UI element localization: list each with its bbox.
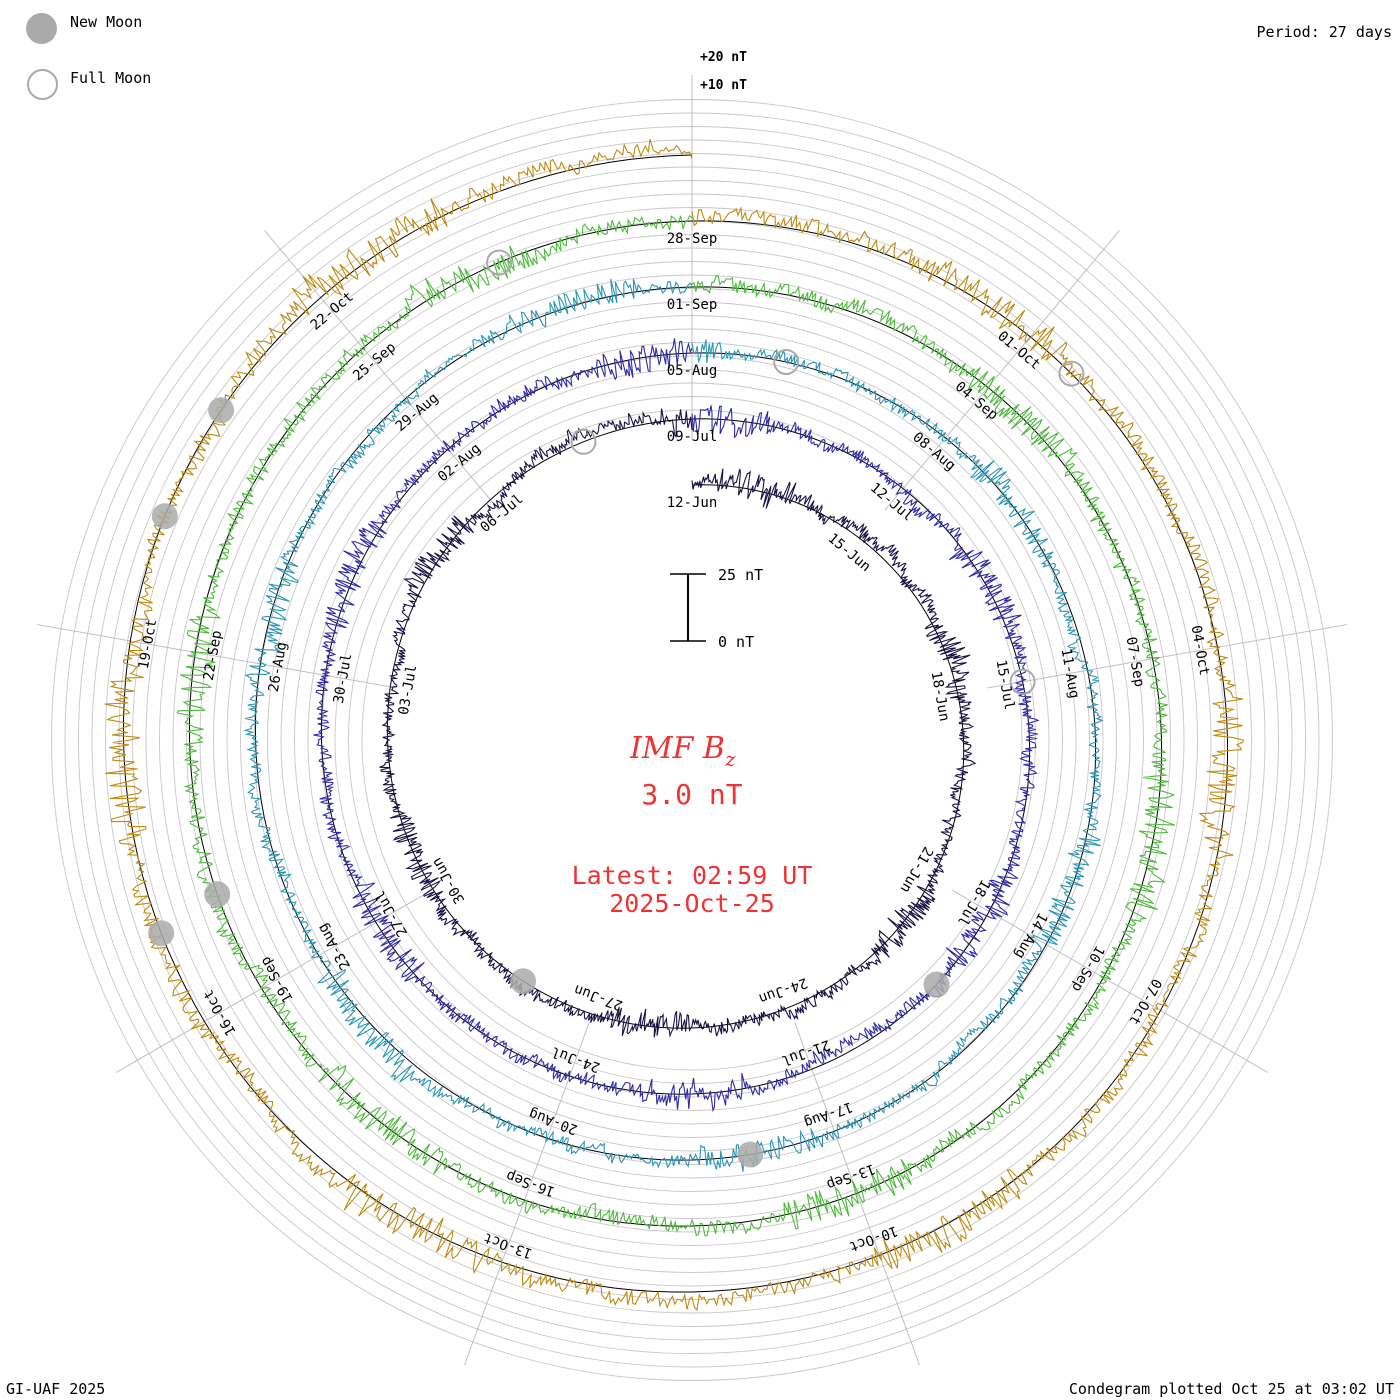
grid-spoke xyxy=(987,624,1347,689)
scale-bar: 25 nT 0 nT xyxy=(670,566,763,651)
plotted-timestamp: Condegram plotted Oct 25 at 03:02 UT xyxy=(1068,1380,1394,1398)
date-label: 08-Aug xyxy=(909,429,958,474)
date-label: 29-Aug xyxy=(393,390,442,435)
current-value: 3.0 nT xyxy=(641,778,742,811)
full-moon-marker xyxy=(570,428,597,455)
new-moon-marker xyxy=(737,1141,764,1168)
full-moon-legend-icon xyxy=(27,69,58,100)
polar-grid xyxy=(37,75,1347,1381)
date-label: 27-Jun xyxy=(572,981,625,1013)
latest-time: Latest: 02:59 UT xyxy=(572,861,813,890)
full-moon-legend-label: Full Moon xyxy=(70,69,152,87)
series-line-2 xyxy=(313,338,1040,1113)
new-moon-marker xyxy=(510,968,537,995)
date-label: 16-Sep xyxy=(504,1167,557,1199)
full-moon-marker xyxy=(1009,668,1036,695)
date-label: 11-Aug xyxy=(1058,647,1083,700)
date-label: 12-Jun xyxy=(667,495,718,511)
scale-bar-top-label: 25 nT xyxy=(718,566,763,584)
date-label: 18-Jun xyxy=(928,670,953,723)
new-moon-legend-icon xyxy=(26,13,57,44)
date-label: 22-Oct xyxy=(308,289,357,334)
series-line-5 xyxy=(104,139,1244,1311)
date-label: 21-Jun xyxy=(897,844,936,896)
new-moon-marker xyxy=(148,920,175,947)
full-moon-marker xyxy=(486,249,513,276)
center-title: IMF Bz xyxy=(629,731,736,771)
date-label: 04-Oct xyxy=(1188,624,1213,677)
date-label: 09-Jul xyxy=(667,429,718,445)
new-moon-marker xyxy=(151,503,178,530)
date-label: 26-Aug xyxy=(266,641,291,694)
grid-spoke xyxy=(884,230,1120,511)
series-line-1 xyxy=(379,408,977,1038)
date-label: 16-Oct xyxy=(200,987,239,1039)
credit-label: GI-UAF 2025 xyxy=(6,1380,106,1398)
new-moon-marker xyxy=(208,397,235,424)
grid-spoke xyxy=(951,889,1269,1073)
series-layer xyxy=(104,139,1244,1311)
grid-spoke xyxy=(115,889,433,1073)
outer-scale-label-10: +10 nT xyxy=(700,78,747,93)
date-label: 01-Sep xyxy=(667,297,718,313)
date-label: 01-Oct xyxy=(994,328,1043,373)
date-label: 22-Sep xyxy=(201,629,226,682)
date-label: 03-Jul xyxy=(396,664,421,717)
zero-reference-spiral xyxy=(123,154,1228,1293)
full-moon-marker xyxy=(1058,360,1085,387)
date-label: 28-Sep xyxy=(667,231,718,247)
scale-bar-bottom-label: 0 nT xyxy=(718,633,754,651)
grid-spoke xyxy=(464,1021,590,1366)
new-moon-legend-label: New Moon xyxy=(70,13,143,31)
date-label: 05-Aug xyxy=(667,363,718,379)
series-line-3 xyxy=(243,278,1104,1172)
moon-phase-layer xyxy=(148,249,1085,1168)
new-moon-marker xyxy=(204,881,231,908)
date-label: 10-Oct xyxy=(847,1222,900,1254)
outer-scale-label-20: +20 nT xyxy=(700,50,747,65)
full-moon-marker xyxy=(773,349,800,375)
latest-date: 2025-Oct-25 xyxy=(609,889,775,918)
series-line-4 xyxy=(176,214,1176,1237)
date-label: 13-Oct xyxy=(482,1229,535,1261)
new-moon-marker xyxy=(923,971,950,998)
period-label: Period: 27 days xyxy=(1256,23,1392,41)
grid-spoke xyxy=(37,624,397,689)
